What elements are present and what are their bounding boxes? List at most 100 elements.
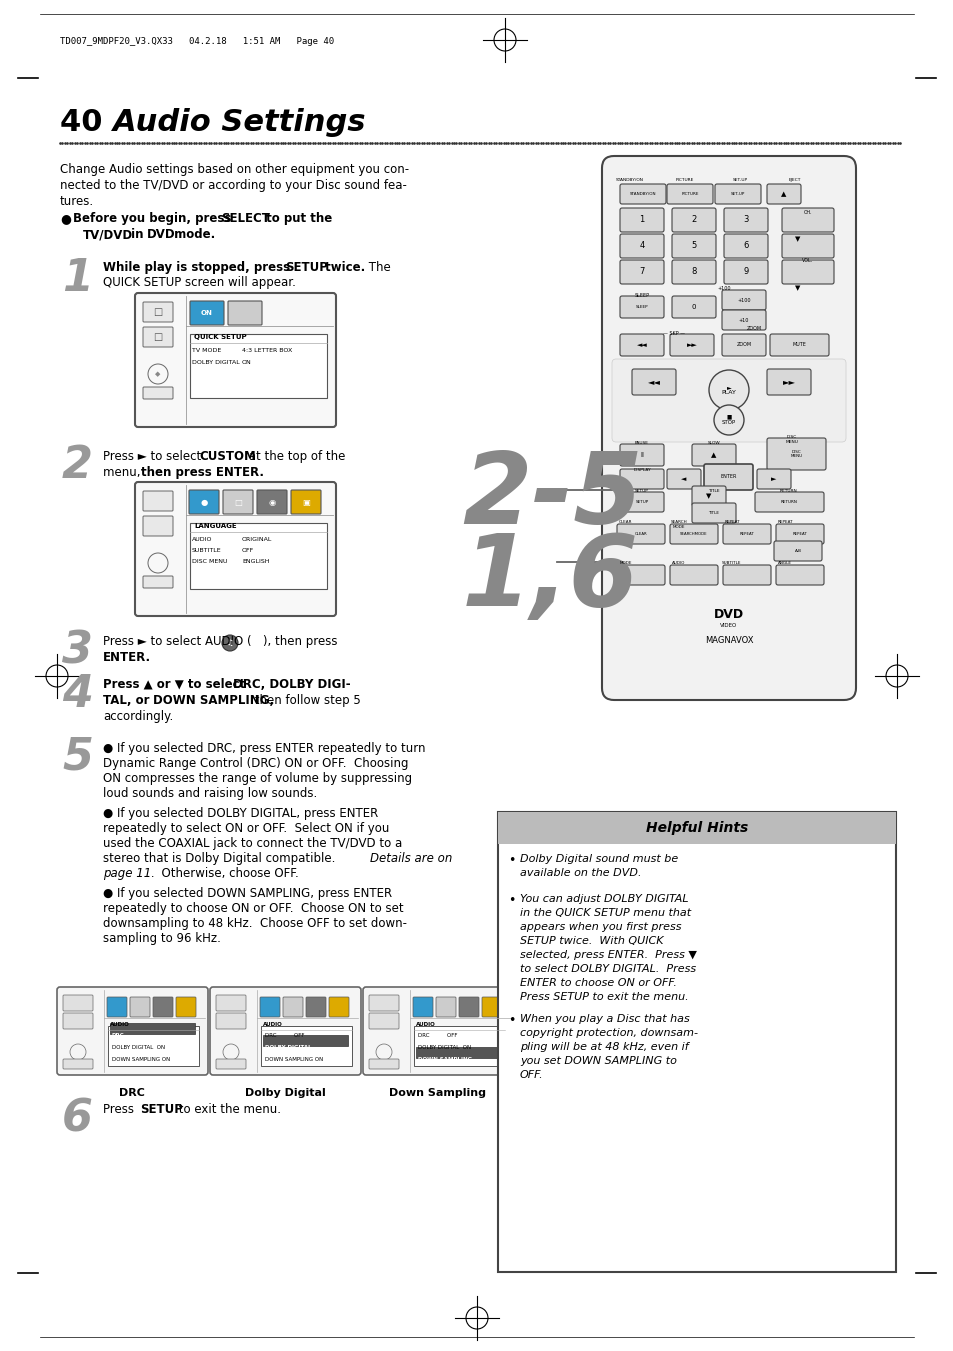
- Text: to put the: to put the: [262, 212, 332, 226]
- FancyBboxPatch shape: [63, 1059, 92, 1069]
- Text: AUDIO: AUDIO: [192, 536, 213, 542]
- FancyBboxPatch shape: [143, 576, 172, 588]
- Text: The: The: [365, 261, 391, 274]
- FancyBboxPatch shape: [291, 490, 320, 513]
- Text: ♫: ♫: [226, 639, 233, 647]
- Text: ■
STOP: ■ STOP: [721, 415, 736, 426]
- Text: available on the DVD.: available on the DVD.: [519, 867, 640, 878]
- FancyBboxPatch shape: [631, 369, 676, 394]
- FancyBboxPatch shape: [723, 259, 767, 284]
- FancyBboxPatch shape: [143, 516, 172, 536]
- FancyBboxPatch shape: [766, 184, 801, 204]
- Text: SETUP: SETUP: [140, 1102, 183, 1116]
- Text: QUICK SETUP screen will appear.: QUICK SETUP screen will appear.: [103, 276, 295, 289]
- Bar: [497, 812, 895, 1273]
- Text: +10: +10: [738, 317, 748, 323]
- Text: SUBTITLE: SUBTITLE: [721, 561, 741, 565]
- Text: 9: 9: [742, 267, 748, 277]
- FancyBboxPatch shape: [63, 994, 92, 1011]
- Text: REPEAT: REPEAT: [723, 520, 739, 524]
- Text: Dolby Digital sound must be: Dolby Digital sound must be: [519, 854, 678, 865]
- Text: REPEAT: REPEAT: [739, 532, 754, 536]
- Text: ●: ●: [200, 497, 208, 507]
- Text: 4: 4: [62, 673, 92, 716]
- Text: EJECT: EJECT: [788, 178, 801, 182]
- FancyBboxPatch shape: [723, 234, 767, 258]
- Text: SELECT: SELECT: [221, 212, 270, 226]
- Text: DISC MENU: DISC MENU: [192, 559, 227, 563]
- Text: •: •: [507, 894, 515, 907]
- Text: AUDIO: AUDIO: [672, 561, 685, 565]
- Text: ►: ►: [771, 476, 776, 482]
- Text: DRC: DRC: [112, 1034, 125, 1038]
- Text: ▼: ▼: [705, 493, 711, 499]
- Text: selected, press ENTER.  Press ▼: selected, press ENTER. Press ▼: [519, 950, 696, 961]
- Text: 8: 8: [691, 267, 696, 277]
- Text: DRC: DRC: [119, 1088, 145, 1098]
- Text: RETURN: RETURN: [781, 500, 797, 504]
- Text: 3: 3: [62, 630, 92, 673]
- FancyBboxPatch shape: [666, 469, 700, 489]
- Text: AUDIO: AUDIO: [263, 1021, 282, 1027]
- Text: used the COAXIAL jack to connect the TV/DVD to a: used the COAXIAL jack to connect the TV/…: [103, 838, 402, 850]
- Text: OFF.: OFF.: [519, 1070, 543, 1079]
- Text: ORIGINAL: ORIGINAL: [242, 536, 273, 542]
- FancyBboxPatch shape: [754, 492, 823, 512]
- Text: DRC          OFF: DRC OFF: [265, 1034, 304, 1038]
- FancyBboxPatch shape: [175, 997, 195, 1017]
- Text: Press ▲ or ▼ to select: Press ▲ or ▼ to select: [103, 678, 249, 690]
- Text: ENTER.: ENTER.: [103, 651, 151, 663]
- Text: DVD: DVD: [147, 228, 175, 240]
- Text: Press ► to select: Press ► to select: [103, 450, 205, 463]
- FancyBboxPatch shape: [691, 444, 735, 466]
- Text: sampling to 96 kHz.: sampling to 96 kHz.: [103, 932, 221, 944]
- Text: ◄◄: ◄◄: [647, 377, 659, 386]
- FancyBboxPatch shape: [189, 490, 219, 513]
- Text: CLEAR: CLEAR: [634, 532, 647, 536]
- FancyBboxPatch shape: [458, 997, 478, 1017]
- FancyBboxPatch shape: [369, 1059, 398, 1069]
- Text: ●: ●: [60, 212, 71, 226]
- Text: □: □: [153, 307, 162, 317]
- Text: to exit the menu.: to exit the menu.: [174, 1102, 281, 1116]
- FancyBboxPatch shape: [671, 234, 716, 258]
- Text: 5: 5: [691, 242, 696, 250]
- FancyBboxPatch shape: [669, 565, 718, 585]
- Text: copyright protection, downsam-: copyright protection, downsam-: [519, 1028, 698, 1038]
- FancyBboxPatch shape: [143, 303, 172, 322]
- Text: 6: 6: [742, 242, 748, 250]
- Text: AUDIO: AUDIO: [110, 1021, 130, 1027]
- FancyBboxPatch shape: [135, 293, 335, 427]
- FancyBboxPatch shape: [107, 997, 127, 1017]
- FancyBboxPatch shape: [669, 524, 718, 544]
- Text: SLEEP: SLEEP: [635, 305, 648, 309]
- Text: ENTER to choose ON or OFF.: ENTER to choose ON or OFF.: [519, 978, 677, 988]
- FancyBboxPatch shape: [671, 296, 716, 317]
- FancyBboxPatch shape: [721, 290, 765, 309]
- Text: Helpful Hints: Helpful Hints: [645, 821, 747, 835]
- Text: ►
PLAY: ► PLAY: [720, 385, 736, 396]
- FancyBboxPatch shape: [601, 155, 855, 700]
- Text: CUSTOM: CUSTOM: [199, 450, 255, 463]
- FancyBboxPatch shape: [769, 334, 828, 357]
- FancyBboxPatch shape: [671, 259, 716, 284]
- Text: You can adjust DOLBY DIGITAL: You can adjust DOLBY DIGITAL: [519, 894, 688, 904]
- Text: PICTURE: PICTURE: [680, 192, 698, 196]
- FancyBboxPatch shape: [721, 334, 765, 357]
- Text: A-B: A-B: [794, 549, 801, 553]
- FancyBboxPatch shape: [722, 565, 770, 585]
- Text: pling will be at 48 kHz, even if: pling will be at 48 kHz, even if: [519, 1042, 688, 1052]
- Text: ►►: ►►: [686, 342, 697, 349]
- FancyBboxPatch shape: [215, 1013, 246, 1029]
- FancyBboxPatch shape: [481, 997, 501, 1017]
- FancyBboxPatch shape: [775, 565, 823, 585]
- Text: 3: 3: [742, 216, 748, 224]
- FancyBboxPatch shape: [781, 208, 833, 232]
- FancyBboxPatch shape: [619, 492, 663, 512]
- Text: Dolby Digital: Dolby Digital: [244, 1088, 325, 1098]
- Text: 0: 0: [691, 304, 696, 309]
- FancyBboxPatch shape: [57, 988, 208, 1075]
- Text: TITLE: TITLE: [707, 489, 720, 493]
- Text: in: in: [127, 228, 148, 240]
- Text: 2: 2: [62, 444, 92, 486]
